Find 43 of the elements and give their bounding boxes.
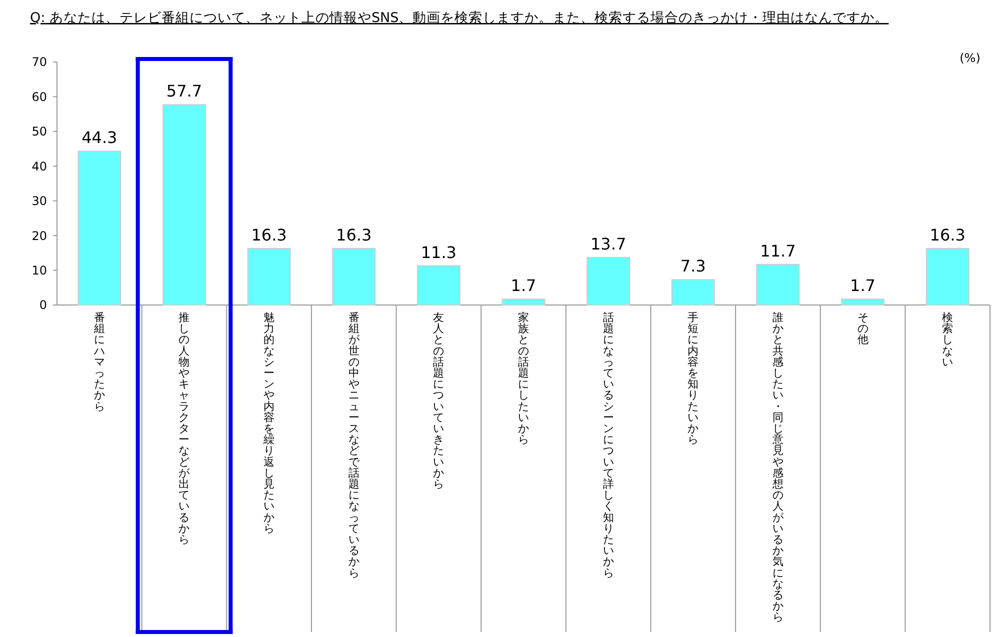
data-label: 16.3 [251,225,287,244]
data-label: 57.7 [166,82,202,101]
bar [162,104,206,306]
bar [926,248,970,306]
y-tick-label: 40 [32,159,47,174]
y-tick-label: 10 [32,263,47,278]
category-label: 推しの人物やキャラクターなどが出ているから [178,311,190,546]
data-label: 7.3 [680,256,706,276]
bar [841,298,884,306]
bar [671,279,715,306]
category-label: 話題になっているシーンについて詳しく知りたいから [602,311,614,580]
y-tick-label: 70 [32,55,47,70]
data-label: 13.7 [590,234,626,254]
x-tick-label: 検索しない [942,311,954,368]
bar [586,256,630,306]
bar [247,248,291,306]
category-label: 番組にハマったから [94,311,105,413]
data-label: 44.3 [82,128,118,148]
chart-title: Q: あなたは、テレビ番組について、ネット上の情報やSNS、動画を検索しますか。また、検索する場合のきっかけ・理由はなんですか。 [30,10,889,26]
data-label: 1.7 [510,276,536,296]
category-label: 誰かと共感したい・同じ意見や感想の人がいるか気になるから [772,311,784,624]
category-label: 家族との話題にしたいから [518,311,529,446]
data-label: 1.7 [850,276,876,296]
data-label: 11.3 [420,242,456,262]
y-tick-label: 50 [32,124,47,139]
category-label: 手短に内容を知りたいから [688,311,699,446]
bar [332,248,376,306]
y-tick-label: 20 [32,228,47,243]
category-label: 魅力的なシーンや内容を繰り返し見たいから [264,311,275,535]
bar [78,150,122,306]
bar [502,298,546,306]
data-label: 16.3 [336,225,372,244]
bar [416,265,460,306]
category-label: 友人との話題についていきたいから [433,311,444,490]
y-tick-label: 0 [39,298,47,312]
category-label: 番組が世の中やニュースなどで話題になっているから [348,311,360,580]
x-tick-label: その他 [857,311,868,346]
bar [756,264,800,306]
y-axis-title: (%) [960,51,980,65]
y-tick-label: 30 [32,194,47,208]
y-tick-label: 60 [32,90,47,104]
data-label: 16.3 [930,225,966,244]
data-label: 11.7 [760,241,796,260]
